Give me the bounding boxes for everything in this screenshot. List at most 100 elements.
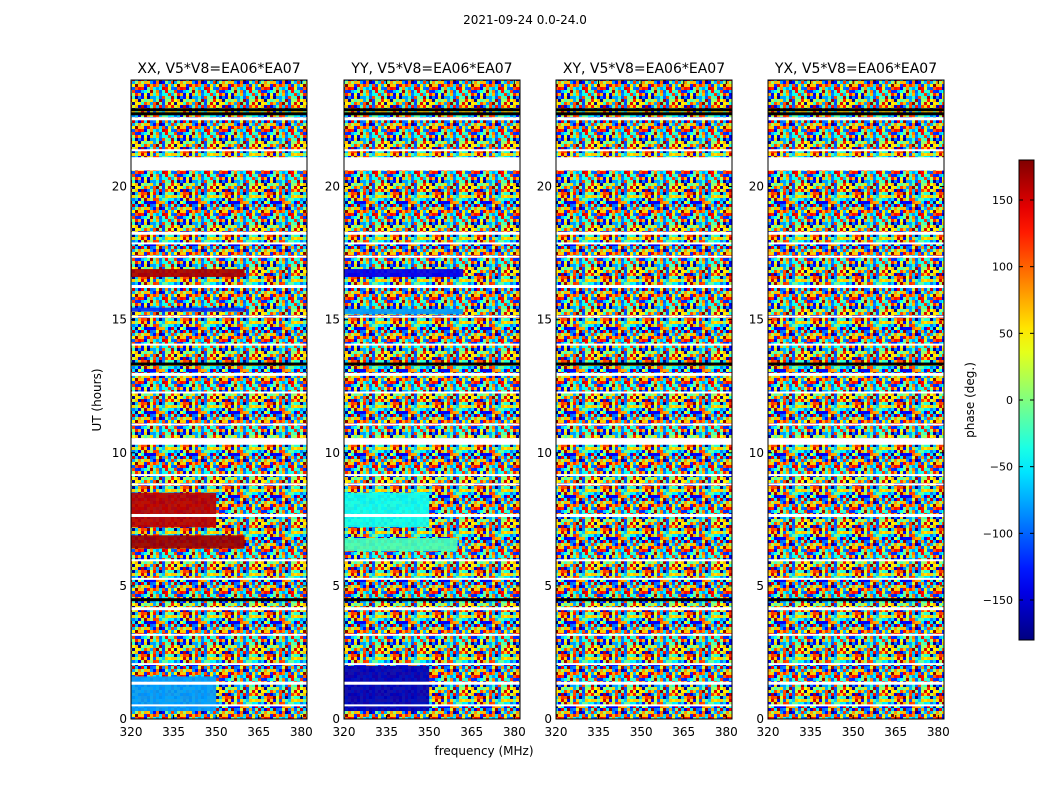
- x-tick-label: 320: [120, 725, 143, 739]
- flagged-row: [556, 343, 732, 346]
- y-tick-label: 5: [544, 579, 552, 593]
- flagged-row: [131, 255, 307, 258]
- coherent-phase-band: [344, 269, 464, 278]
- panel-title: XY, V5*V8=EA06*EA07: [563, 61, 725, 77]
- flagged-row: [344, 231, 520, 235]
- flagged-row: [344, 483, 520, 486]
- flagged-block: [131, 157, 307, 171]
- flagged-row: [556, 681, 732, 685]
- x-tick-label: 320: [757, 725, 780, 739]
- x-tick-label: 335: [799, 725, 822, 739]
- flagged-row: [556, 231, 732, 235]
- flagged-row: [768, 663, 944, 666]
- x-tick-label: 320: [545, 725, 568, 739]
- flagged-row: [344, 474, 520, 477]
- black-row: [131, 108, 307, 112]
- flagged-row: [131, 315, 307, 318]
- flagged-row: [768, 474, 944, 477]
- y-tick-label: 0: [544, 712, 552, 726]
- flagged-row: [131, 117, 307, 121]
- flagged-row: [768, 117, 944, 121]
- black-row: [768, 108, 944, 112]
- y-tick-label: 20: [749, 180, 764, 194]
- flagged-row: [768, 231, 944, 235]
- y-tick-label: 0: [119, 712, 127, 726]
- x-tick-label: 335: [162, 725, 185, 739]
- flagged-row: [131, 483, 307, 486]
- flagged-row: [768, 343, 944, 346]
- flagged-row: [344, 343, 520, 346]
- x-tick-label: 350: [205, 725, 228, 739]
- black-row: [556, 362, 732, 366]
- black-row: [556, 598, 732, 602]
- coherent-phase-band: [344, 665, 430, 712]
- phase-noise-field: [131, 80, 307, 719]
- colorbar-tick-label: −50: [990, 461, 1013, 474]
- flagged-row: [131, 372, 307, 376]
- flagged-row: [556, 483, 732, 486]
- figure-title: 2021-09-24 0.0-24.0: [463, 13, 587, 27]
- y-tick-label: 20: [112, 180, 127, 194]
- flagged-row: [768, 704, 944, 707]
- y-tick-label: 0: [332, 712, 340, 726]
- flagged-row: [768, 483, 944, 486]
- panel-title: YX, V5*V8=EA06*EA07: [774, 61, 937, 77]
- flagged-row: [556, 372, 732, 376]
- panel-4: YX, V5*V8=EA06*EA07 320 335 350 365 380 0 5 10 15…: [749, 61, 950, 739]
- flagged-row: [556, 633, 732, 636]
- x-tick-label: 365: [672, 725, 695, 739]
- colorbar-tick-label: 0: [1006, 394, 1013, 407]
- flagged-block: [131, 439, 307, 445]
- flagged-row: [131, 474, 307, 477]
- coherent-phase-band: [344, 537, 458, 552]
- flagged-row: [768, 681, 944, 685]
- coherent-phase-band: [344, 308, 464, 315]
- coherent-phase-band: [131, 269, 245, 278]
- x-tick-label: 380: [715, 725, 738, 739]
- black-row: [344, 112, 520, 116]
- flagged-row: [344, 372, 520, 376]
- flagged-row: [344, 242, 520, 245]
- flagged-row: [344, 663, 520, 666]
- black-row: [768, 598, 944, 602]
- flagged-row: [556, 577, 732, 580]
- flagged-row: [768, 391, 944, 394]
- y-tick-label: 0: [756, 712, 764, 726]
- y-tick-label: 20: [325, 180, 340, 194]
- flagged-row: [344, 149, 520, 152]
- flagged-row: [344, 315, 520, 318]
- panel-3: XY, V5*V8=EA06*EA07 320 335 350 365 380 0 5 10 15…: [537, 61, 738, 739]
- phase-noise-field: [556, 80, 732, 719]
- panel-frame: [343, 79, 521, 720]
- flagged-row: [768, 423, 944, 426]
- panel-1: XX, V5*V8=EA06*EA07 320 335 350 365 380 0 5 10 15…: [112, 61, 313, 739]
- flagged-block: [344, 157, 520, 171]
- flagged-block: [344, 439, 520, 445]
- flagged-row: [131, 704, 307, 707]
- flagged-row: [131, 242, 307, 245]
- coherent-phase-band: [131, 307, 245, 312]
- x-tick-label: 350: [842, 725, 865, 739]
- flagged-row: [556, 285, 732, 289]
- flagged-row: [131, 513, 307, 517]
- colorbar-tick-label: 100: [992, 261, 1013, 274]
- panel-title: XX, V5*V8=EA06*EA07: [137, 61, 300, 77]
- flagged-row: [556, 315, 732, 318]
- y-tick-label: 10: [112, 446, 127, 460]
- x-tick-label: 335: [375, 725, 398, 739]
- black-row: [768, 362, 944, 366]
- flagged-row: [344, 255, 520, 258]
- flagged-row: [344, 577, 520, 580]
- x-tick-label: 350: [418, 725, 441, 739]
- flagged-row: [131, 681, 307, 685]
- y-tick-label: 15: [325, 313, 340, 327]
- coherent-phase-band: [344, 492, 430, 528]
- flagged-row: [556, 423, 732, 426]
- flagged-row: [131, 559, 307, 562]
- black-row: [768, 112, 944, 116]
- flagged-row: [768, 315, 944, 318]
- flagged-row: [768, 577, 944, 580]
- flagged-row: [768, 633, 944, 636]
- y-tick-label: 15: [537, 313, 552, 327]
